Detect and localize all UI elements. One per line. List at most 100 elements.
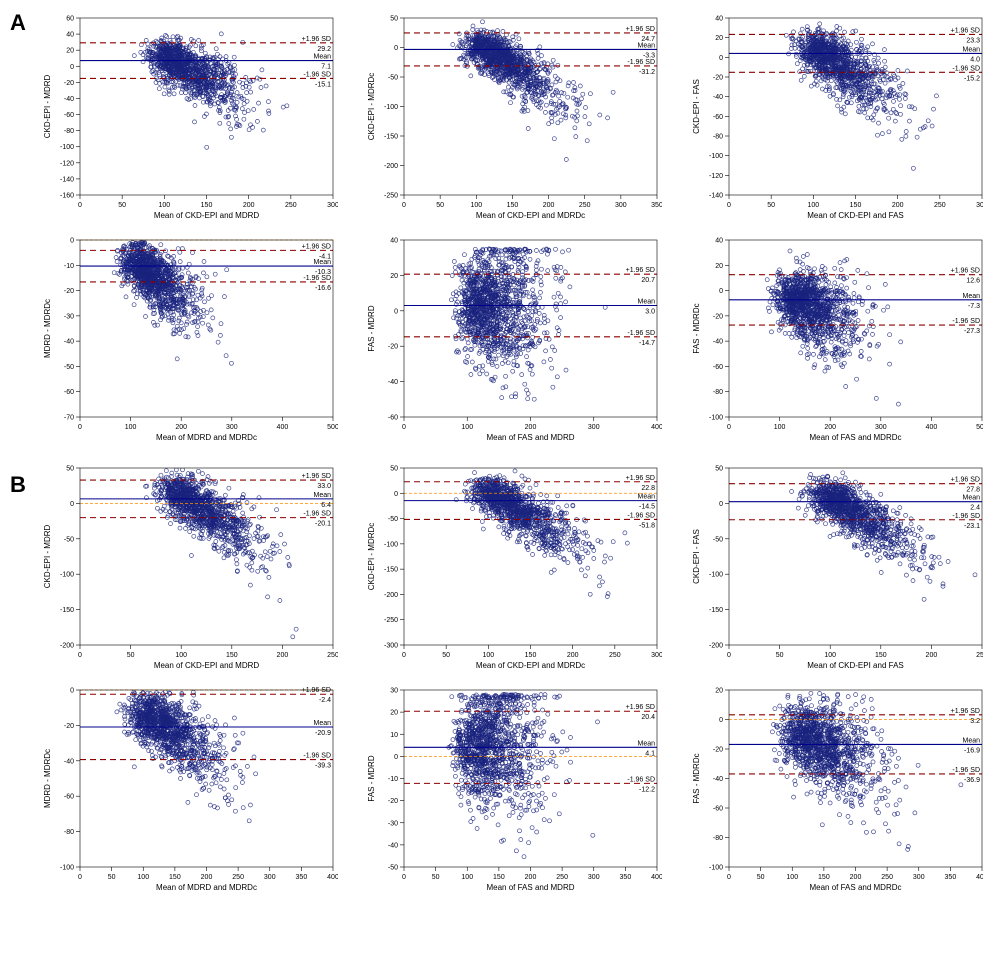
svg-text:150: 150 (507, 202, 519, 209)
svg-text:-80: -80 (713, 134, 723, 141)
svg-text:-100: -100 (709, 153, 723, 160)
svg-text:20: 20 (66, 48, 74, 55)
svg-text:Mean: Mean (638, 42, 656, 49)
bland-altman-panel: +1.96 SD24.7Mean-3.3-1.96 SD-31.20501001… (362, 10, 662, 220)
x-axis-label: Mean of FAS and MDRDc (809, 433, 901, 442)
panel-grid: +1.96 SD33.0Mean6.4-1.96 SD-20.105010015… (38, 460, 983, 892)
svg-text:350: 350 (651, 202, 662, 209)
svg-text:29.2: 29.2 (317, 46, 331, 53)
y-axis-label: CKD-EPI - MDRD (43, 525, 52, 589)
svg-text:40: 40 (66, 32, 74, 39)
bland-altman-panel: +1.96 SD12.6Mean-7.3-1.96 SD-27.30100200… (687, 232, 983, 442)
svg-text:20: 20 (715, 35, 723, 42)
svg-text:-120: -120 (60, 160, 74, 167)
svg-text:300: 300 (976, 202, 983, 209)
svg-text:-20: -20 (713, 75, 723, 82)
svg-text:0: 0 (70, 64, 74, 71)
svg-text:400: 400 (277, 424, 289, 431)
svg-text:0: 0 (727, 202, 731, 209)
svg-text:-80: -80 (64, 128, 74, 135)
svg-text:0: 0 (78, 424, 82, 431)
svg-text:100: 100 (807, 202, 819, 209)
x-axis-label: Mean of CKD-EPI and MDRDc (476, 661, 585, 670)
svg-text:200: 200 (891, 202, 903, 209)
svg-text:-120: -120 (709, 173, 723, 180)
svg-text:Mean: Mean (313, 259, 331, 266)
svg-text:60: 60 (66, 16, 74, 23)
x-axis-label: Mean of CKD-EPI and MDRD (154, 661, 260, 670)
svg-text:-40: -40 (713, 94, 723, 101)
svg-text:7.1: 7.1 (321, 64, 331, 71)
panel-grid: +1.96 SD29.2Mean7.1-1.96 SD-15.105010015… (38, 10, 983, 442)
svg-text:-1.96 SD: -1.96 SD (303, 275, 331, 282)
svg-text:50: 50 (118, 202, 126, 209)
svg-text:+1.96 SD: +1.96 SD (302, 36, 331, 43)
figure-root: A+1.96 SD29.2Mean7.1-1.96 SD-15.10501001… (10, 10, 983, 892)
x-axis-label: Mean of FAS and MDRDc (809, 883, 901, 892)
svg-text:300: 300 (226, 424, 238, 431)
svg-text:-160: -160 (60, 193, 74, 200)
x-axis-label: Mean of MDRD and MDRDc (156, 433, 257, 442)
svg-text:-50: -50 (388, 75, 398, 82)
bland-altman-panel: +1.96 SD3.2Mean-16.9-1.96 SD-36.90501001… (687, 682, 983, 892)
bland-altman-panel: +1.96 SD23.3Mean4.0-1.96 SD-15.205010015… (687, 10, 983, 220)
svg-text:-15.2: -15.2 (964, 75, 980, 82)
svg-text:Mean: Mean (313, 54, 331, 61)
y-axis-label: CKD-EPI - MDRD (43, 75, 52, 139)
svg-text:250: 250 (579, 202, 591, 209)
y-axis-label: FAS - MDRDc (692, 753, 701, 803)
svg-text:-60: -60 (713, 114, 723, 121)
bland-altman-panel: +1.96 SD-2.4Mean-20.9-1.96 SD-39.3050100… (38, 682, 338, 892)
svg-text:100: 100 (158, 202, 170, 209)
x-axis-label: Mean of CKD-EPI and MDRD (154, 211, 260, 220)
bland-altman-panel: +1.96 SD20.4Mean4.1-1.96 SD-12.205010015… (362, 682, 662, 892)
bland-altman-panel: +1.96 SD29.2Mean7.1-1.96 SD-15.105010015… (38, 10, 338, 220)
svg-text:-250: -250 (384, 193, 398, 200)
svg-text:250: 250 (934, 202, 946, 209)
svg-text:150: 150 (201, 202, 213, 209)
x-axis-label: Mean of CKD-EPI and MDRDc (476, 211, 585, 220)
svg-text:-16.6: -16.6 (315, 285, 331, 292)
y-axis-label: CKD-EPI - MDRDc (367, 73, 376, 141)
y-axis-label: FAS - MDRD (367, 755, 376, 801)
x-axis-label: Mean of CKD-EPI and FAS (807, 211, 904, 220)
bland-altman-panel: +1.96 SD27.8Mean2.4-1.96 SD-23.105010015… (687, 460, 983, 670)
svg-text:200: 200 (543, 202, 555, 209)
svg-text:-1.96 SD: -1.96 SD (628, 59, 656, 66)
y-axis-label: MDRD - MDRDc (43, 299, 52, 358)
svg-text:40: 40 (715, 16, 723, 23)
bland-altman-panel: +1.96 SD20.7Mean3.0-1.96 SD-14.701002003… (362, 232, 662, 442)
svg-text:23.3: 23.3 (966, 37, 980, 44)
y-axis-label: CKD-EPI - FAS (692, 529, 701, 584)
bland-altman-panel: +1.96 SD22.8Mean-14.5-1.96 SD-51.8050100… (362, 460, 662, 670)
svg-text:200: 200 (243, 202, 255, 209)
y-axis-label: CKD-EPI - FAS (692, 79, 701, 134)
svg-text:-100: -100 (60, 144, 74, 151)
svg-text:Mean: Mean (962, 46, 980, 53)
svg-text:-20: -20 (64, 80, 74, 87)
svg-text:100: 100 (125, 424, 137, 431)
svg-text:0: 0 (78, 202, 82, 209)
svg-text:+1.96 SD: +1.96 SD (302, 243, 331, 250)
bland-altman-panel: +1.96 SD33.0Mean6.4-1.96 SD-20.105010015… (38, 460, 338, 670)
svg-text:-15.1: -15.1 (315, 81, 331, 88)
y-axis-label: MDRD - MDRDc (43, 749, 52, 808)
section-label: B (10, 472, 26, 498)
svg-text:-140: -140 (709, 193, 723, 200)
svg-text:300: 300 (327, 202, 338, 209)
svg-text:-100: -100 (384, 104, 398, 111)
svg-text:-31.2: -31.2 (639, 69, 655, 76)
y-axis-label: FAS - MDRDc (692, 303, 701, 353)
x-axis-label: Mean of CKD-EPI and FAS (807, 661, 904, 670)
svg-text:4.0: 4.0 (970, 56, 980, 63)
svg-text:+1.96 SD: +1.96 SD (626, 26, 655, 33)
svg-text:0: 0 (719, 55, 723, 62)
svg-text:50: 50 (767, 202, 775, 209)
svg-text:+1.96 SD: +1.96 SD (950, 27, 979, 34)
bland-altman-panel: +1.96 SD-4.1Mean-10.3-1.96 SD-16.6010020… (38, 232, 338, 442)
svg-text:250: 250 (285, 202, 297, 209)
svg-text:-60: -60 (64, 112, 74, 119)
x-axis-label: Mean of FAS and MDRD (487, 883, 575, 892)
svg-text:-1.96 SD: -1.96 SD (952, 65, 980, 72)
svg-text:200: 200 (175, 424, 187, 431)
